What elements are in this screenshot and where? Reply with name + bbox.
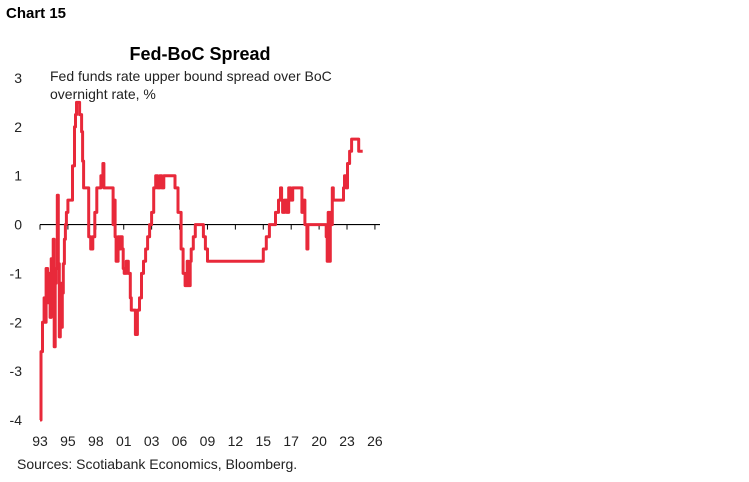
x-axis: 93 95 98 01 03 06 09 12 15 17 20 23 26 bbox=[32, 223, 383, 449]
x-tick-label: 15 bbox=[255, 433, 271, 449]
source-note: Sources: Scotiabank Economics, Bloomberg… bbox=[17, 456, 298, 472]
y-tick-label: -3 bbox=[10, 363, 23, 379]
x-tick-label: 93 bbox=[32, 433, 48, 449]
chart-subtitle-line-2: overnight rate, % bbox=[50, 86, 156, 102]
x-tick-label: 03 bbox=[144, 433, 160, 449]
x-tick-label: 06 bbox=[172, 433, 188, 449]
x-tick-label: 98 bbox=[88, 433, 104, 449]
x-tick-label: 17 bbox=[283, 433, 299, 449]
y-tick-label: 1 bbox=[14, 168, 22, 184]
y-tick-label: 3 bbox=[14, 70, 22, 86]
y-tick-label: -4 bbox=[10, 412, 23, 428]
series-line-0 bbox=[39, 100, 363, 422]
x-tick-label: 01 bbox=[116, 433, 132, 449]
x-tick-label: 12 bbox=[228, 433, 244, 449]
x-tick-label: 20 bbox=[311, 433, 327, 449]
y-tick-label: -2 bbox=[10, 314, 23, 330]
y-tick-label: 0 bbox=[14, 217, 22, 233]
x-tick-label: 09 bbox=[200, 433, 216, 449]
chart-label: Chart 15 bbox=[6, 5, 67, 22]
chart-subtitle-line-1: Fed funds rate upper bound spread over B… bbox=[50, 68, 332, 84]
x-tick-label: 23 bbox=[339, 433, 355, 449]
x-tick-label: 26 bbox=[367, 433, 383, 449]
chart-title: Fed-BoC Spread bbox=[129, 44, 270, 64]
y-axis-ticks: 3 2 1 0 -1 -2 -3 -4 bbox=[10, 70, 23, 428]
series-layer bbox=[39, 100, 363, 422]
y-tick-label: 2 bbox=[14, 119, 22, 135]
y-tick-label: -1 bbox=[10, 265, 23, 281]
x-tick-label: 95 bbox=[60, 433, 76, 449]
